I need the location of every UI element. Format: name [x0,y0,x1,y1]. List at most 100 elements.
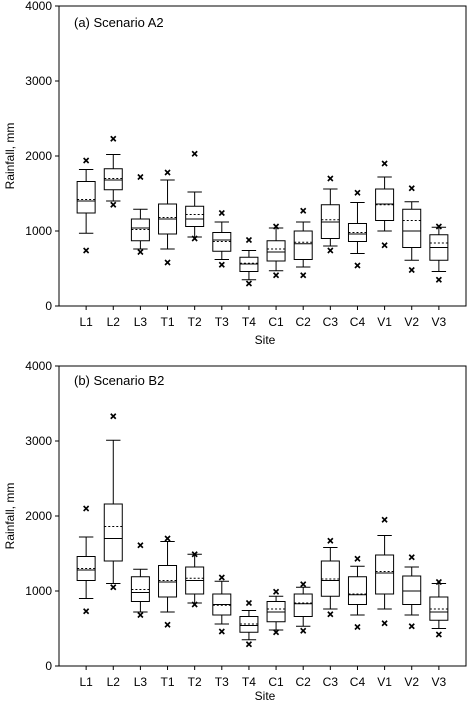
panel-b-scenario-b2: (b) Scenario B2 Rainfall, mm Site 0 1000 2… [3,359,467,703]
panel-a-y-tick-label: 0 [45,299,52,313]
panel-b-x-tick-label: V3 [432,675,447,689]
outlier-marker [245,236,252,244]
panel-a-title: (a) Scenario A2 [74,15,164,30]
outlier-marker [327,537,334,544]
interquartile-box [293,593,313,617]
outlier-marker [273,629,280,636]
outlier-stroke [408,266,415,274]
panel-b-x-tick-label: T2 [188,675,202,689]
outlier-marker [245,641,252,648]
panel-b-x-axis-label: Site [255,689,276,703]
panel-a-y-tick-label: 2000 [25,149,52,163]
outlier-marker [300,581,307,588]
outlier-stroke [435,578,442,586]
outlier-marker [408,554,415,561]
panel-a-x-ticks: L1 L2 L3 T1 T2 T3 T4 C1 C2 C3 C4 V1 V2 V3 [79,306,447,329]
outlier-stroke [164,169,171,176]
panel-a-x-tick-label: C2 [296,315,312,329]
panel-b-x-tick-label: C2 [296,675,312,689]
outlier-marker [137,173,144,181]
panel-a-box-c2 [293,207,313,279]
outlier-stroke [273,223,280,230]
outlier-marker [137,611,144,619]
outlier-marker [435,631,442,638]
outlier-marker [381,516,388,523]
outlier-marker [83,247,90,254]
panel-a-x-tick-label: T1 [161,315,175,329]
panel-a-x-tick-label: V1 [377,315,392,329]
outlier-stroke [327,611,334,618]
panel-b-x-tick-label: C3 [323,675,339,689]
outlier-marker [191,601,198,608]
outlier-stroke [110,584,117,591]
outlier-stroke [273,588,280,595]
outlier-stroke [435,276,442,283]
panel-a-box-l1 [76,157,96,254]
panel-b-box-v3 [429,578,449,638]
outlier-stroke [218,261,225,268]
outlier-stroke [137,173,144,181]
panel-b-x-tick-label: V1 [377,675,392,689]
panel-b-box-c2 [293,581,313,634]
outlier-marker [354,555,361,562]
outlier-marker [164,169,171,176]
panel-a-x-tick-label: T4 [242,315,256,329]
panel-b-title: (b) Scenario B2 [74,373,164,388]
outlier-stroke [137,542,144,549]
outlier-stroke [191,150,198,157]
panel-b-x-tick-label: C1 [268,675,284,689]
panel-a-x-tick-label: C4 [350,315,366,329]
outlier-marker [218,261,225,268]
panel-a-box-v3 [429,223,449,283]
outlier-stroke [381,242,388,249]
panel-a-x-tick-label: C3 [323,315,339,329]
panel-a-x-tick-label: C1 [268,315,284,329]
outlier-stroke [381,160,388,167]
panel-a-box-l3 [130,173,150,256]
outlier-stroke [273,272,280,279]
panel-a-y-tick-label: 3000 [25,74,52,88]
panel-a-boxes [76,135,449,287]
outlier-marker [408,266,415,274]
outlier-stroke [381,516,388,523]
panel-a-y-tick-label: 4000 [25,0,52,13]
outlier-stroke [354,623,361,631]
panel-b-box-t4 [239,599,259,648]
outlier-marker [164,535,171,542]
panel-b-x-tick-label: L3 [134,675,148,689]
outlier-marker [354,262,361,269]
outlier-marker [435,223,442,230]
outlier-marker [110,135,117,142]
panel-b-boxes [76,413,449,648]
outlier-stroke [83,247,90,254]
outlier-stroke [164,621,171,628]
panel-b-box-t2 [185,551,205,608]
panel-b-box-t1 [158,535,178,628]
outlier-stroke [354,555,361,562]
panel-a-x-axis-label: Site [255,333,276,347]
outlier-marker [164,259,171,266]
outlier-marker [83,608,90,615]
panel-b-box-l1 [76,505,96,615]
panel-a-box-c1 [266,223,286,279]
outlier-stroke [218,628,225,635]
interquartile-box [402,208,422,248]
outlier-marker [381,160,388,167]
panel-b-x-tick-label: C4 [350,675,366,689]
outlier-marker [273,588,280,595]
panel-a-box-t4 [239,236,259,287]
outlier-stroke [245,641,252,648]
outlier-stroke [110,201,117,208]
outlier-marker [110,584,117,591]
outlier-marker [137,248,144,256]
interquartile-box [347,576,367,605]
outlier-marker [300,207,307,214]
outlier-marker [273,272,280,279]
panel-b-y-tick-label: 0 [45,659,52,673]
panel-a-box-v2 [402,185,422,274]
outlier-stroke [408,623,415,630]
outlier-stroke [110,135,117,142]
panel-a-x-tick-label: L1 [79,315,93,329]
outlier-stroke [300,627,307,634]
outlier-stroke [435,223,442,230]
